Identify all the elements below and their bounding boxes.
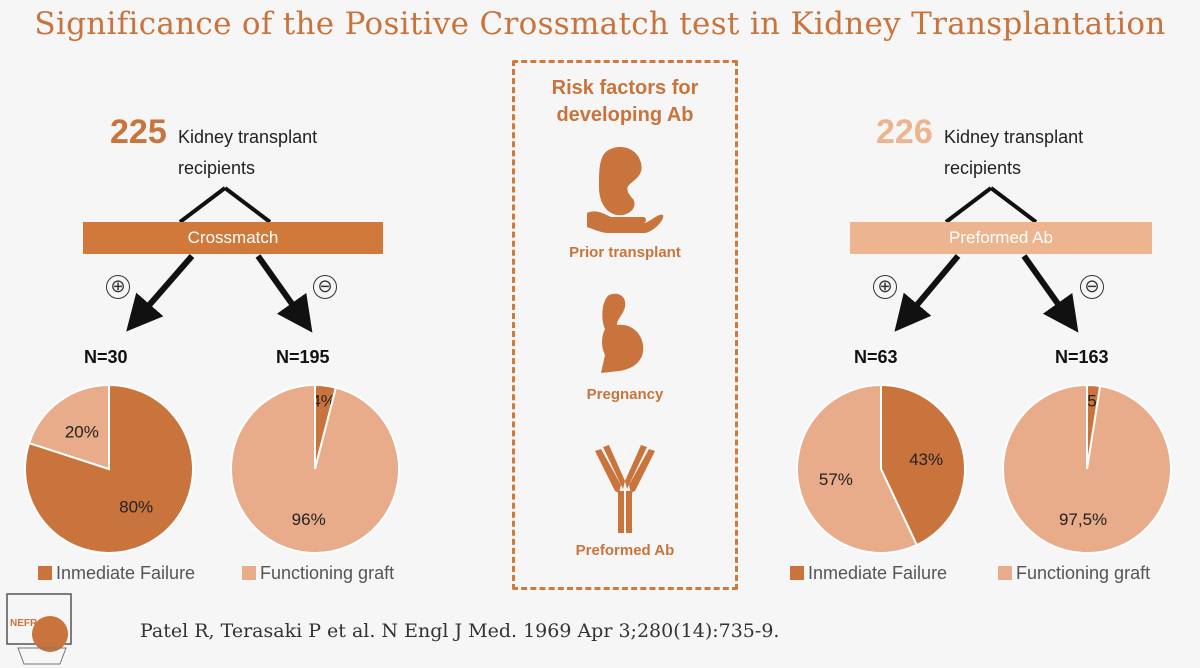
left-tree-lines bbox=[178, 186, 272, 224]
pie-slice-failure bbox=[880, 383, 966, 547]
left-count: 225 bbox=[110, 113, 167, 151]
right-pos-n: N=63 bbox=[854, 347, 898, 367]
left-pos-n: N=30 bbox=[84, 347, 128, 367]
right-count: 226 bbox=[876, 113, 933, 151]
kidney-hand-icon bbox=[587, 147, 664, 233]
pie-data-label: 96% bbox=[292, 510, 326, 529]
left-count-text: Kidney transplant recipients bbox=[178, 127, 318, 178]
pie-data-label: 97,5% bbox=[1059, 510, 1107, 529]
right-minus-icon: ⊖ bbox=[1080, 275, 1104, 299]
risk-title: Risk factors for developing Ab bbox=[515, 75, 735, 129]
left-legend-functioning-label: Functioning graft bbox=[260, 563, 395, 583]
pie-data-label: 20% bbox=[65, 423, 99, 442]
pie-data-label: 80% bbox=[119, 497, 153, 516]
right-legend-functioning-label: Functioning graft bbox=[1016, 563, 1151, 583]
right-plus-icon: ⊕ bbox=[873, 275, 897, 299]
functioning-swatch bbox=[242, 566, 256, 580]
crossmatch-bar: Crossmatch bbox=[83, 222, 383, 254]
right-legend-failure: Inmediate Failure bbox=[790, 563, 947, 584]
antibody-icon bbox=[595, 445, 655, 533]
pie-data-label: 57% bbox=[819, 470, 853, 489]
left-legend-failure-label: Inmediate Failure bbox=[56, 563, 196, 583]
risk-label-pregnancy: Pregnancy bbox=[586, 386, 664, 403]
left-plus-icon: ⊕ bbox=[106, 275, 130, 299]
page-title: Significance of the Positive Crossmatch … bbox=[34, 6, 1166, 42]
risk-title-line1: Risk factors for bbox=[551, 77, 699, 99]
left-legend-functioning: Functioning graft bbox=[242, 563, 394, 584]
risk-factors-box: Risk factors for developing Ab Prior tra… bbox=[512, 60, 738, 590]
right-tree-lines bbox=[944, 186, 1038, 224]
right-neg-arrow bbox=[1021, 254, 1079, 333]
left-neg-arrow bbox=[255, 254, 313, 333]
preformed-ab-bar: Preformed Ab bbox=[850, 222, 1152, 254]
pie-data-label: 4% bbox=[311, 392, 336, 411]
pie-data-label: 43% bbox=[909, 450, 943, 469]
pie-slice-functioning bbox=[27, 383, 110, 471]
pregnancy-icon bbox=[601, 293, 644, 373]
left-legend-failure: Inmediate Failure bbox=[38, 563, 195, 584]
pie-crossmatch-positive: 80% 20% bbox=[24, 383, 194, 554]
right-legend-failure-label: Inmediate Failure bbox=[808, 563, 948, 583]
logo-text: NEFRO bbox=[10, 618, 45, 629]
left-minus-icon: ⊖ bbox=[313, 275, 337, 299]
failure-swatch bbox=[38, 566, 52, 580]
right-count-text: Kidney transplant recipients bbox=[944, 127, 1084, 178]
left-pos-arrow bbox=[126, 254, 195, 332]
failure-swatch bbox=[790, 566, 804, 580]
risk-title-line2: developing Ab bbox=[556, 104, 694, 126]
left-neg-n: N=195 bbox=[276, 347, 330, 367]
right-pos-arrow bbox=[894, 254, 961, 332]
citation: Patel R, Terasaki P et al. N Engl J Med.… bbox=[140, 620, 780, 642]
pie-slice-functioning bbox=[230, 383, 400, 554]
pie-preformed-positive: 43% 57% bbox=[796, 383, 966, 554]
risk-label-preformed-ab: Preformed Ab bbox=[575, 542, 675, 559]
functioning-swatch bbox=[998, 566, 1012, 580]
nefro-logo: NEFRO bbox=[6, 593, 72, 665]
risk-label-prior-transplant: Prior transplant bbox=[569, 244, 681, 261]
pie-preformed-negative: 2,5%97,5% bbox=[1002, 383, 1172, 554]
pie-slice-functioning bbox=[796, 383, 919, 554]
right-legend-functioning: Functioning graft bbox=[998, 563, 1150, 584]
right-neg-n: N=163 bbox=[1055, 347, 1109, 367]
pie-crossmatch-negative: 4% 96% bbox=[230, 383, 400, 554]
pie-slice-functioning bbox=[1002, 383, 1172, 554]
